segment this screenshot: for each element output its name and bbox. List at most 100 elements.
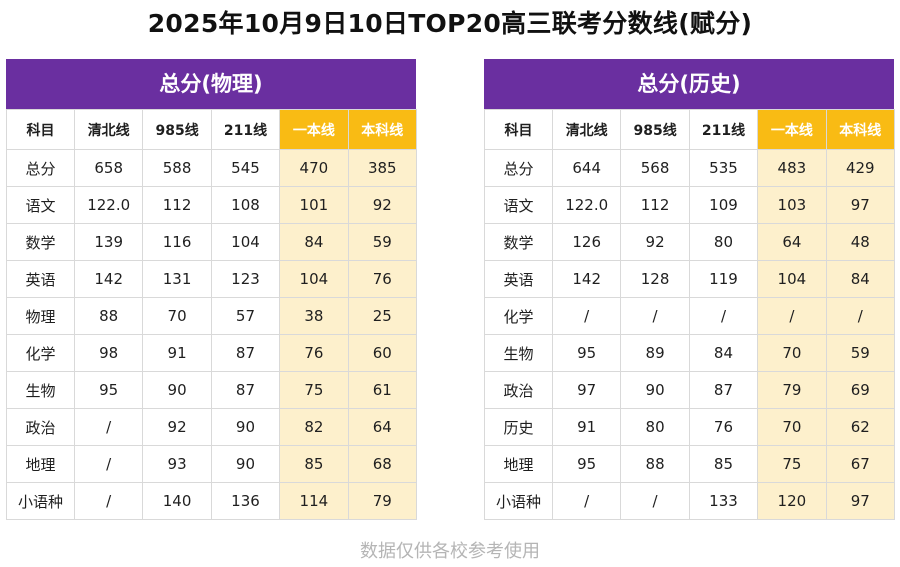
subject-cell: 历史 xyxy=(484,408,553,446)
table-row: 英语 142 128 119 104 84 xyxy=(484,260,895,298)
score-cell: 90 xyxy=(142,371,212,409)
score-cell: 108 xyxy=(210,186,281,224)
score-cell: 64 xyxy=(347,408,417,446)
score-cell: 95 xyxy=(551,445,622,483)
score-cell: 70 xyxy=(142,297,212,335)
subject-cell: 政治 xyxy=(6,408,75,446)
score-cell: 119 xyxy=(688,260,759,298)
score-cell: 87 xyxy=(210,334,281,372)
score-cell: 122.0 xyxy=(551,186,622,224)
subject-cell: 语文 xyxy=(484,186,553,224)
table-row: 总分 644 568 535 483 429 xyxy=(484,149,895,187)
table-row: 数学 139 116 104 84 59 xyxy=(6,223,417,261)
score-cell: 103 xyxy=(757,186,827,224)
score-cell: 92 xyxy=(620,223,690,261)
table-row: 语文 122.0 112 108 101 92 xyxy=(6,186,417,224)
table-row: 地理 95 88 85 75 67 xyxy=(484,445,895,483)
score-cell: 112 xyxy=(142,186,212,224)
score-cell: 131 xyxy=(142,260,212,298)
score-cell: 93 xyxy=(142,445,212,483)
page-title: 2025年10月9日10日TOP20高三联考分数线(赋分) xyxy=(147,9,753,38)
score-cell: 535 xyxy=(688,149,759,187)
score-cell: / xyxy=(73,445,144,483)
score-cell: 80 xyxy=(620,408,690,446)
score-cell: 68 xyxy=(347,445,417,483)
column-header: 清北线 xyxy=(551,109,622,150)
score-cell: / xyxy=(73,482,144,520)
score-cell: 92 xyxy=(142,408,212,446)
score-cell: 133 xyxy=(688,482,759,520)
score-cell: / xyxy=(688,297,759,335)
score-cell: 90 xyxy=(210,408,281,446)
table-row: 生物 95 90 87 75 61 xyxy=(6,371,417,409)
column-header: 一本线 xyxy=(279,109,349,150)
table-row: 小语种 //133 120 97 xyxy=(484,482,895,520)
subject-cell: 生物 xyxy=(6,371,75,409)
column-header: 211线 xyxy=(210,109,281,150)
score-cell: 128 xyxy=(620,260,690,298)
score-cell: / xyxy=(73,408,144,446)
score-cell: 95 xyxy=(551,334,622,372)
score-cell: 470 xyxy=(279,149,349,187)
table-row: 英语 142 131 123 104 76 xyxy=(6,260,417,298)
column-header: 一本线 xyxy=(757,109,827,150)
score-cell: 76 xyxy=(347,260,417,298)
score-cell: / xyxy=(620,482,690,520)
score-cell: 123 xyxy=(210,260,281,298)
score-cell: 112 xyxy=(620,186,690,224)
score-cell: 658 xyxy=(73,149,144,187)
column-header: 985线 xyxy=(620,109,690,150)
score-cell: 88 xyxy=(73,297,144,335)
score-cell: 101 xyxy=(279,186,349,224)
subject-cell: 小语种 xyxy=(484,482,553,520)
score-cell: 25 xyxy=(347,297,417,335)
score-cell: 88 xyxy=(620,445,690,483)
subject-cell: 生物 xyxy=(484,334,553,372)
table-row: 化学 / / / / / xyxy=(484,297,895,335)
score-cell: 87 xyxy=(210,371,281,409)
column-header: 科目 xyxy=(6,109,75,150)
table-row: 政治/92 90 82 64 xyxy=(6,408,417,446)
physics-score-table: 科目 清北线 985线 211线 一本线 本科线 总分 658 588 545 470 385 语文 12… xyxy=(6,109,417,520)
score-cell: / xyxy=(551,482,622,520)
subject-cell: 小语种 xyxy=(6,482,75,520)
score-cell: 59 xyxy=(825,334,895,372)
score-cell: 140 xyxy=(142,482,212,520)
score-cell: 104 xyxy=(757,260,827,298)
score-cell: 90 xyxy=(620,371,690,409)
score-cell: 545 xyxy=(210,149,281,187)
subject-cell: 英语 xyxy=(484,260,553,298)
score-cell: 483 xyxy=(757,149,827,187)
score-cell: 67 xyxy=(825,445,895,483)
score-cell: 588 xyxy=(142,149,212,187)
score-cell: 84 xyxy=(825,260,895,298)
score-cell: 80 xyxy=(688,223,759,261)
score-cell: 92 xyxy=(347,186,417,224)
column-header: 清北线 xyxy=(73,109,144,150)
score-cell: 114 xyxy=(279,482,349,520)
score-cell: 126 xyxy=(551,223,622,261)
table-row: 物理 88 70 57 38 25 xyxy=(6,297,417,335)
score-cell: 644 xyxy=(551,149,622,187)
score-cell: 60 xyxy=(347,334,417,372)
score-cell: 57 xyxy=(210,297,281,335)
physics-panel: 总分(物理) 科目 清北线 985线 211线 一本线 本科线 总分 658 588 545 470… xyxy=(6,59,417,520)
score-cell: 109 xyxy=(688,186,759,224)
score-cell: 120 xyxy=(757,482,827,520)
score-cell: 84 xyxy=(279,223,349,261)
history-panel: 总分(历史) 科目 清北线 985线 211线 一本线 本科线 总分 644 568 535 483… xyxy=(484,59,895,520)
score-cell: 97 xyxy=(825,186,895,224)
column-header: 科目 xyxy=(484,109,553,150)
score-cell: 38 xyxy=(279,297,349,335)
score-cell: / xyxy=(620,297,690,335)
score-cell: 70 xyxy=(757,408,827,446)
table-row: 生物 95 89 84 70 59 xyxy=(484,334,895,372)
score-cell: / xyxy=(551,297,622,335)
subject-cell: 地理 xyxy=(6,445,75,483)
physics-panel-heading: 总分(物理) xyxy=(6,59,416,109)
score-cell: 95 xyxy=(73,371,144,409)
score-cell: 79 xyxy=(757,371,827,409)
subject-cell: 物理 xyxy=(6,297,75,335)
score-cell: 84 xyxy=(688,334,759,372)
